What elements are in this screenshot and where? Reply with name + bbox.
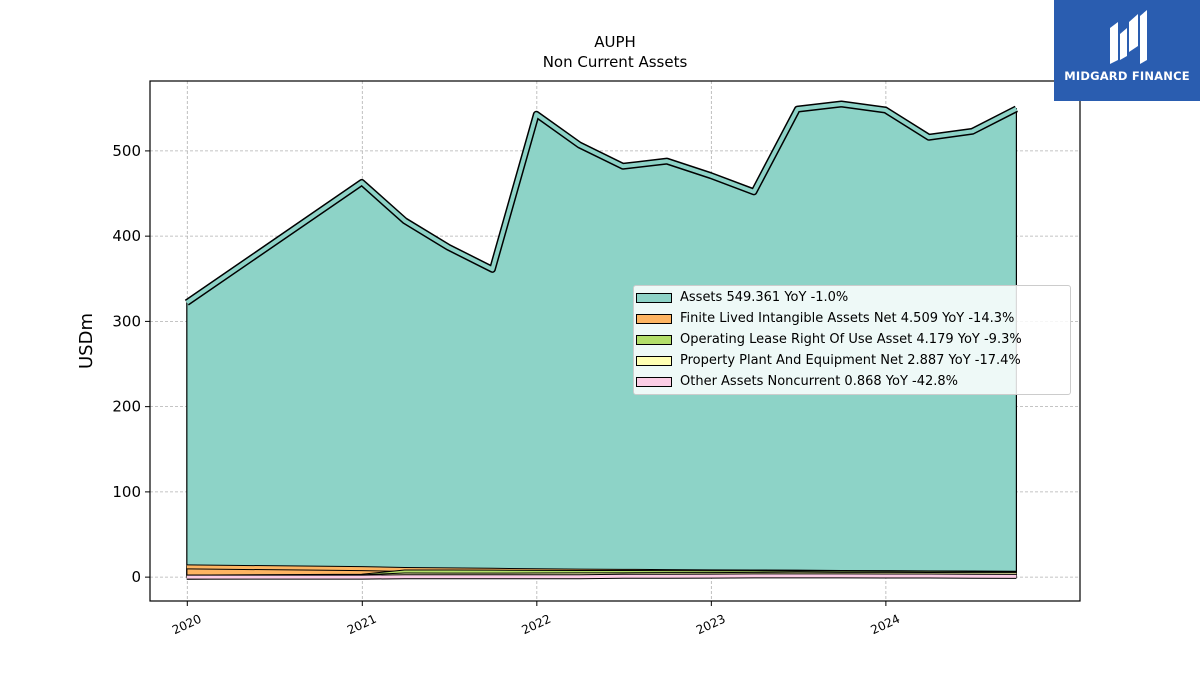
- x-tick-label: 2021: [345, 612, 379, 638]
- legend-label-lease: Operating Lease Right Of Use Asset 4.179…: [680, 332, 1022, 347]
- logo-text: MIDGARD FINANCE: [1064, 69, 1190, 83]
- legend-swatch-assets: [636, 293, 672, 303]
- legend-label-other: Other Assets Noncurrent 0.868 YoY -42.8%: [680, 374, 959, 389]
- series-line-4: [186, 574, 1017, 579]
- y-tick-label: 100: [112, 483, 141, 501]
- x-tick-label: 2020: [170, 612, 204, 638]
- legend-label-assets: Assets 549.361 YoY -1.0%: [680, 290, 849, 305]
- y-axis-label: USDm: [76, 313, 97, 369]
- chart-title: AUPH: [594, 33, 636, 51]
- y-tick-label: 0: [131, 568, 141, 586]
- series-line-0: [185, 102, 1018, 305]
- logo-mark-icon: [1110, 10, 1147, 64]
- y-tick-label: 200: [112, 398, 141, 416]
- plot-frame: [149, 80, 1081, 602]
- legend: Assets 549.361 YoY -1.0% Finite Lived In…: [633, 285, 1071, 395]
- legend-label-ppe: Property Plant And Equipment Net 2.887 Y…: [680, 353, 1021, 368]
- y-tick-label: 500: [112, 142, 141, 160]
- plot-lines: [184, 100, 1019, 580]
- legend-swatch-other: [636, 377, 672, 387]
- x-tick-label: 2024: [869, 612, 903, 638]
- x-tick-label: 2022: [519, 612, 553, 638]
- legend-swatch-ppe: [636, 356, 672, 366]
- midgard-finance-logo: MIDGARD FINANCE: [1054, 0, 1200, 101]
- legend-label-intangible: Finite Lived Intangible Assets Net 4.509…: [680, 311, 1015, 326]
- y-tick-label: 300: [112, 312, 141, 330]
- y-tick-label: 400: [112, 227, 141, 245]
- legend-swatch-intangible: [636, 314, 672, 324]
- chart-subtitle: Non Current Assets: [543, 53, 688, 71]
- x-tick-label: 2023: [694, 612, 728, 638]
- legend-swatch-lease: [636, 335, 672, 345]
